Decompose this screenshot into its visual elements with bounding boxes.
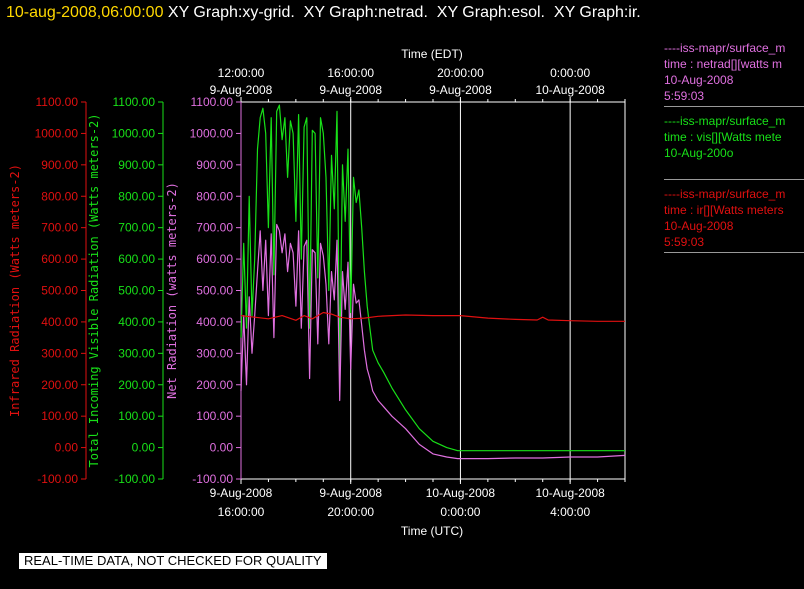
x-bottom-tick-time-1: 20:00:00 — [327, 505, 374, 519]
y-axis-0-tick-label: 400.00 — [41, 315, 78, 329]
y-axis-1-tick-label: -100.00 — [114, 472, 155, 486]
y-axis-2-tick-label: 600.00 — [196, 252, 233, 266]
chart-title: 10-aug-2008,06:00:00 XY Graph:xy-grid. X… — [6, 4, 641, 22]
y-axis-0-tick-label: 900.00 — [41, 158, 78, 172]
legend-entry-line2: time : netrad[][watts m — [664, 57, 783, 71]
y-axis-2-tick-label: 1000.00 — [190, 126, 234, 140]
plot-frame — [240, 101, 626, 480]
series-line-net — [240, 223, 626, 460]
x-top-tick-time-0: 12:00:00 — [218, 66, 265, 80]
y-axis-0-tick-label: 1100.00 — [36, 95, 79, 109]
y-axis-1-tick-label: 200.00 — [118, 378, 155, 392]
legend-entry-line1: ----iss-mapr/surface_m — [664, 41, 786, 55]
y-axis-0-tick-label: 600.00 — [41, 252, 78, 266]
y-axis-0-tick-label: 700.00 — [41, 221, 78, 235]
legend-entry-line2: time : ir[][Watts meters — [664, 203, 784, 217]
y-axis-0-tick-label: 300.00 — [41, 346, 78, 360]
y-axis-2-tick-label: 900.00 — [196, 158, 233, 172]
y-axis-2-tick-label: 700.00 — [196, 221, 233, 235]
x-bottom-tick-time-0: 16:00:00 — [218, 505, 265, 519]
y-axis-0-tick-label: 800.00 — [41, 189, 78, 203]
y-axis-1-tick-label: 300.00 — [118, 346, 155, 360]
x-top-tick-time-2: 20:00:00 — [437, 66, 484, 80]
y-axis-0-tick-label: 1000.00 — [35, 126, 79, 140]
legend-entry-line1: ----iss-mapr/surface_m — [664, 114, 786, 128]
y-axis-label-2: Net Radiation (watts meters-2) — [165, 182, 179, 399]
x-bottom-tick-label-1: 9-Aug-2008 — [319, 486, 382, 500]
legend-entry-line4: 5:59:03 — [664, 235, 705, 249]
y-axis-label-1: Total Incoming Visible Radiation (Watts … — [87, 113, 101, 467]
y-axis-2-tick-label: 300.00 — [196, 346, 233, 360]
legend-entry-line1: ----iss-mapr/surface_m — [664, 187, 786, 201]
y-axis-2-tick-label: 400.00 — [196, 315, 233, 329]
y-axis-1-tick-label: 1100.00 — [113, 95, 156, 109]
legend-entry-line3: 10-Aug-2008 — [664, 73, 734, 87]
series-line-ir — [240, 311, 625, 322]
y-axis-1-tick-label: 0.00 — [132, 441, 156, 455]
x-top-tick-date-2: 9-Aug-2008 — [429, 83, 492, 97]
x-axis-label-top: Time (EDT) — [401, 47, 463, 61]
x-top-tick-date-1: 9-Aug-2008 — [319, 83, 382, 97]
x-bottom-tick-label-2: 10-Aug-2008 — [426, 486, 496, 500]
legend-entry-line2: time : vis[][Watts mete — [664, 130, 782, 144]
x-top-tick-date-0: 9-Aug-2008 — [210, 83, 273, 97]
y-axis-1-tick-label: 500.00 — [118, 284, 155, 298]
series-line-vis — [240, 104, 625, 452]
legend-entry-line4: 5:59:03 — [664, 89, 705, 103]
y-axis-0-tick-label: 200.00 — [41, 378, 78, 392]
y-axis-1-tick-label: 100.00 — [118, 409, 155, 423]
y-axis-2-tick-label: 800.00 — [196, 189, 233, 203]
y-axis-2-tick-label: 1100.00 — [191, 95, 234, 109]
y-axis-0-tick-label: -100.00 — [37, 472, 78, 486]
x-bottom-tick-label-3: 10-Aug-2008 — [535, 486, 605, 500]
quality-disclaimer: REAL-TIME DATA, NOT CHECKED FOR QUALITY — [19, 553, 327, 569]
x-top-tick-date-3: 10-Aug-2008 — [535, 83, 605, 97]
x-axis-label-bottom: Time (UTC) — [401, 524, 463, 538]
y-axis-0-tick-label: 100.00 — [41, 409, 78, 423]
y-axis-0-tick-label: 500.00 — [41, 284, 78, 298]
y-axis-0-tick-label: 0.00 — [55, 441, 79, 455]
legend-entry-line4 — [664, 161, 804, 177]
y-axis-1-tick-label: 700.00 — [118, 221, 155, 235]
y-axis-1-tick-label: 800.00 — [118, 189, 155, 203]
y-axis-2-tick-label: -100.00 — [192, 472, 233, 486]
chart-title-graphs: XY Graph:xy-grid. XY Graph:netrad. XY Gr… — [163, 4, 641, 21]
legend-entry-line3: 10-Aug-2008 — [664, 219, 734, 233]
y-axis-label-0: Infrared Radiation (Watts meters-2) — [8, 164, 22, 417]
x-bottom-tick-label-0: 9-Aug-2008 — [210, 486, 273, 500]
y-axis-2-tick-label: 200.00 — [196, 378, 233, 392]
y-axis-1-tick-label: 600.00 — [118, 252, 155, 266]
legend-entry-line3: 10-Aug-200o — [664, 146, 734, 160]
x-bottom-tick-time-2: 0:00:00 — [440, 505, 480, 519]
y-axis-2-tick-label: 100.00 — [196, 409, 233, 423]
x-bottom-tick-time-3: 4:00:00 — [550, 505, 590, 519]
y-axis-1-tick-label: 400.00 — [118, 315, 155, 329]
x-top-tick-time-3: 0:00:00 — [550, 66, 590, 80]
y-axis-1-tick-label: 900.00 — [118, 158, 155, 172]
y-axis-2-tick-label: 500.00 — [196, 284, 233, 298]
chart-title-date: 10-aug-2008,06:00:00 — [6, 4, 164, 21]
y-axis-2-tick-label: 0.00 — [210, 441, 234, 455]
x-top-tick-time-1: 16:00:00 — [327, 66, 374, 80]
y-axis-1-tick-label: 1000.00 — [112, 126, 156, 140]
